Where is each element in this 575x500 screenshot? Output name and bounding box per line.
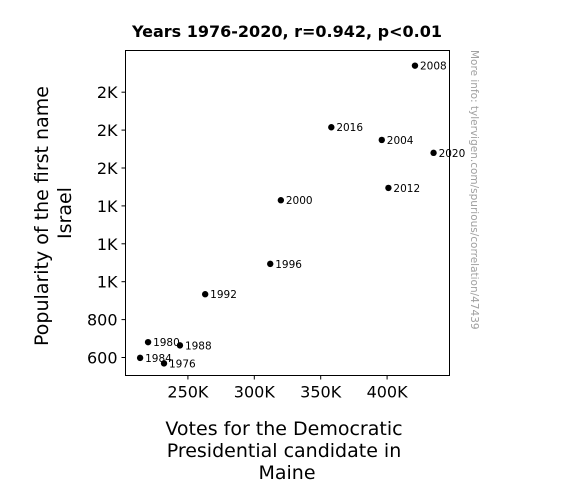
- y-tick-label: 2K: [97, 121, 118, 140]
- plot-area: [125, 50, 450, 376]
- data-point-label: 2020: [439, 148, 466, 160]
- data-point: [136, 354, 144, 362]
- data-point-label: 2000: [286, 195, 313, 207]
- y-tick-label: 2K: [97, 159, 118, 178]
- data-point-label: 1984: [145, 353, 172, 365]
- data-points: 1976 1980 1984 1988 1992 1996 2000 2004 2008 2012…: [136, 61, 466, 370]
- data-point-label: 1992: [210, 289, 237, 301]
- y-tick-label: 2K: [97, 83, 118, 102]
- data-point: [378, 136, 385, 144]
- data-point: [176, 342, 184, 349]
- data-point-label: 1976: [169, 358, 196, 370]
- data-point: [430, 149, 437, 157]
- data-point: [201, 291, 209, 298]
- data-point: [328, 124, 335, 131]
- data-point-label: 2012: [393, 183, 420, 195]
- y-tick-label: 800: [87, 311, 118, 330]
- y-tick-label: 1K: [97, 235, 118, 254]
- watermark: More info: tylervigen.com/spurious/corre…: [468, 50, 480, 330]
- data-point: [385, 184, 392, 192]
- data-point: [144, 338, 152, 346]
- y-axis: 600 800 1K 1K 1K 2K 2K 2K: [87, 83, 126, 367]
- data-point-label: 1980: [153, 337, 180, 349]
- data-point-label: 2016: [336, 122, 363, 134]
- y-tick-label: 600: [87, 348, 118, 367]
- data-point-label: 1996: [275, 259, 302, 271]
- y-axis-label-line-1: Popularity of the first name: [31, 86, 53, 346]
- y-axis-label: Popularity of the first name Israel: [31, 80, 76, 346]
- x-axis-label-line-2: Presidential candidate in: [167, 440, 402, 462]
- chart-title: Years 1976-2020, r=0.942, p<0.01: [131, 22, 442, 41]
- y-tick-label: 1K: [97, 197, 118, 216]
- x-axis: 250K 300K 350K 400K: [167, 375, 409, 402]
- data-point: [411, 62, 419, 69]
- data-point-label: 2004: [387, 135, 414, 147]
- data-point: [267, 260, 274, 268]
- y-tick-label: 1K: [97, 273, 118, 292]
- data-point-label: 1988: [185, 340, 212, 352]
- x-axis-label-line-1: Votes for the Democratic: [165, 418, 402, 440]
- x-tick-label: 250K: [167, 383, 209, 402]
- data-point-label: 2008: [420, 61, 447, 73]
- data-point: [160, 360, 168, 367]
- data-point: [277, 197, 285, 204]
- y-axis-label-line-2: Israel: [54, 187, 76, 239]
- x-axis-label: Votes for the Democratic Presidential ca…: [165, 418, 408, 484]
- x-tick-label: 400K: [367, 383, 409, 402]
- x-tick-label: 350K: [300, 383, 342, 402]
- x-tick-label: 300K: [234, 383, 276, 402]
- x-axis-label-line-3: Maine: [258, 462, 315, 484]
